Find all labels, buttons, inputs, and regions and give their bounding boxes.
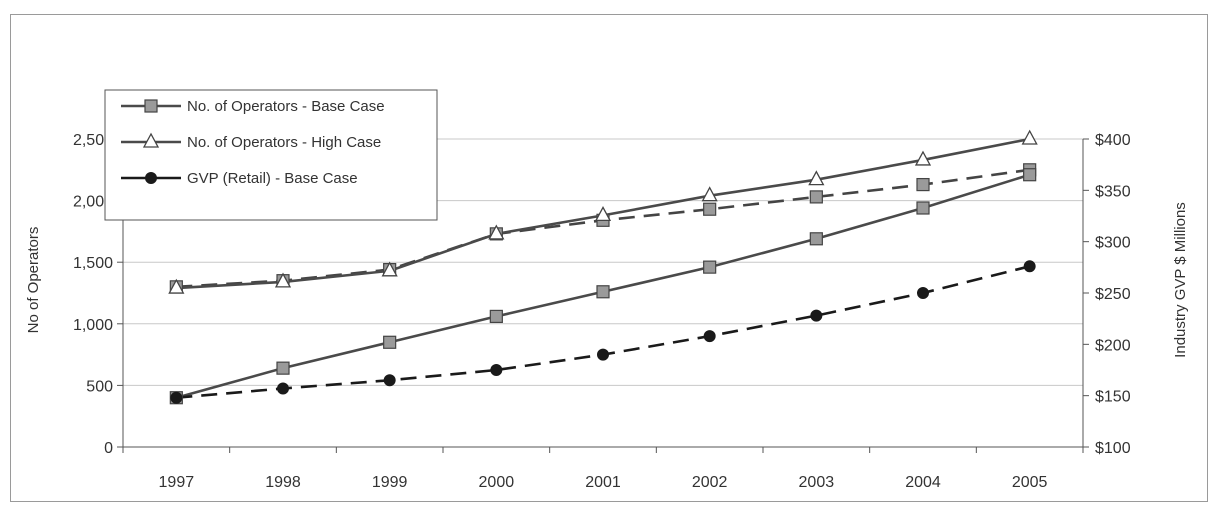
x-tick-label: 2002 xyxy=(692,474,728,491)
data-point xyxy=(274,272,292,288)
legend-label: No. of Operators - Base Case xyxy=(187,98,385,115)
x-tick-label: 2003 xyxy=(799,474,835,491)
data-point xyxy=(916,201,930,215)
legend-box xyxy=(104,89,438,221)
overlay-data-point xyxy=(703,202,717,216)
x-tick-label: 1997 xyxy=(159,474,195,491)
x-tick-label: 2004 xyxy=(905,474,941,491)
y-right-tick-label: $200 xyxy=(1095,337,1131,354)
data-point xyxy=(381,261,398,277)
data-point xyxy=(809,232,823,246)
data-point xyxy=(594,206,612,222)
y-right-tick-label: $250 xyxy=(1095,286,1131,303)
data-point xyxy=(276,361,290,375)
axes: 0 500 1,000 1,500 2,000 2,500 $100 $150 $200 $250… xyxy=(73,132,1131,491)
x-tick-label: 2005 xyxy=(1012,474,1048,491)
x-tick-label: 1999 xyxy=(372,474,408,491)
series xyxy=(168,129,1038,405)
data-point xyxy=(383,335,397,349)
data-point xyxy=(277,382,289,395)
overlay-data-point xyxy=(809,190,823,204)
y-left-tick-label: 1,000 xyxy=(73,317,113,334)
data-point xyxy=(1023,260,1036,273)
x-tick-label: 1998 xyxy=(265,474,301,491)
data-point xyxy=(703,260,717,274)
data-point xyxy=(810,309,823,322)
data-point xyxy=(490,364,503,376)
line-chart: 0 500 1,000 1,500 2,000 2,500 $100 $150 $200 $250… xyxy=(25,89,1189,491)
y-axis-right-title: Industry GVP $ Millions xyxy=(1172,202,1189,358)
y-axis-left-title: No of Operators xyxy=(25,227,42,334)
y-right-tick-label: $400 xyxy=(1095,132,1131,149)
data-point xyxy=(703,330,716,343)
y-right-tick-label: $300 xyxy=(1095,235,1131,252)
data-point xyxy=(914,150,932,166)
overlay-data-point xyxy=(916,177,930,192)
data-point xyxy=(597,348,609,361)
legend-label: GVP (Retail) - Base Case xyxy=(187,170,358,187)
data-point xyxy=(808,170,825,186)
x-tick-label: 2001 xyxy=(585,474,621,491)
y-left-tick-label: 2,000 xyxy=(73,194,113,211)
legend-marker xyxy=(144,99,158,113)
data-point xyxy=(488,224,505,240)
legend-marker xyxy=(145,172,157,184)
y-left-tick-label: 500 xyxy=(86,378,113,395)
data-point xyxy=(917,287,929,299)
y-left-tick-label: 0 xyxy=(104,440,113,457)
y-right-tick-label: $150 xyxy=(1095,389,1131,406)
x-tick-label: 2000 xyxy=(479,474,515,491)
data-point xyxy=(170,391,183,404)
y-left-tick-label: 2,500 xyxy=(73,132,113,149)
legend-marker xyxy=(142,132,160,148)
data-point xyxy=(1023,168,1037,182)
y-left-tick-label: 1,500 xyxy=(73,255,113,272)
data-point xyxy=(701,186,718,202)
data-point xyxy=(168,278,185,294)
data-point xyxy=(489,309,503,324)
data-point xyxy=(1021,129,1038,145)
data-point xyxy=(596,285,610,299)
chart-frame: 0 500 1,000 1,500 2,000 2,500 $100 $150 $200 $250… xyxy=(10,14,1208,502)
y-right-tick-label: $350 xyxy=(1095,183,1131,200)
data-point xyxy=(383,374,396,387)
legend: No. of Operators - Base Case No. of Opera… xyxy=(104,89,438,221)
legend-label: No. of Operators - High Case xyxy=(187,134,381,151)
y-right-tick-label: $100 xyxy=(1095,440,1131,457)
